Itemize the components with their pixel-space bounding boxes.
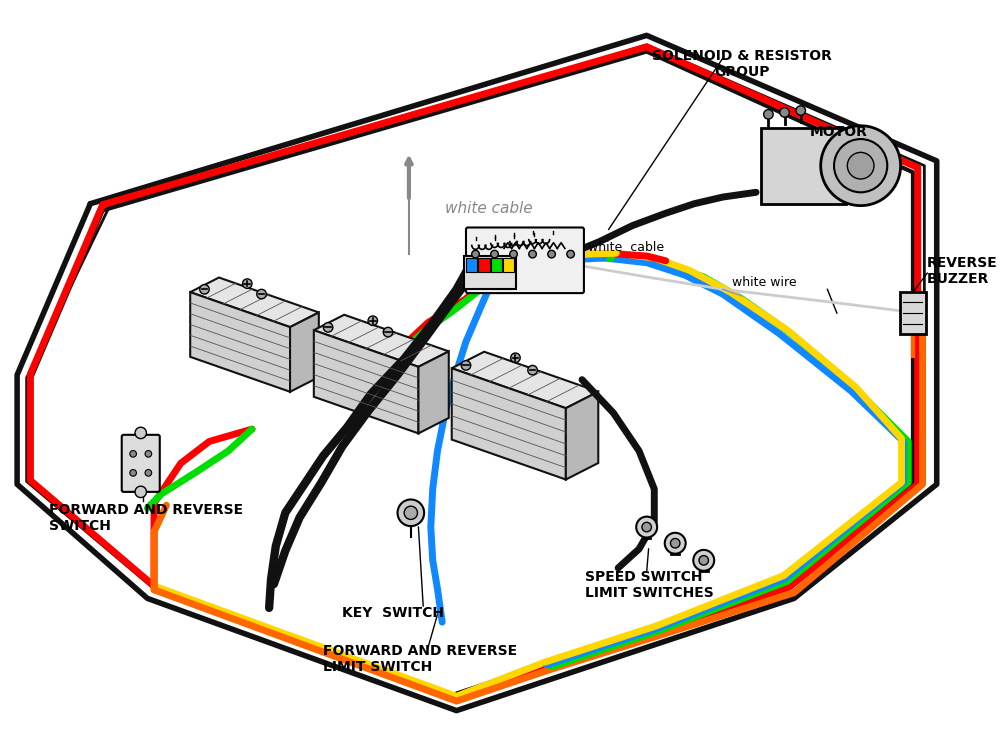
Circle shape <box>699 556 708 565</box>
Circle shape <box>383 327 393 337</box>
Text: white cable: white cable <box>445 201 533 216</box>
Bar <box>466 258 477 272</box>
Bar <box>503 258 514 272</box>
Bar <box>464 256 516 289</box>
Polygon shape <box>314 330 418 433</box>
Bar <box>491 258 502 272</box>
Text: REVERSE
BUZZER: REVERSE BUZZER <box>927 256 998 286</box>
Circle shape <box>398 500 424 526</box>
Circle shape <box>461 360 471 370</box>
Circle shape <box>636 516 657 538</box>
Circle shape <box>472 251 479 258</box>
Circle shape <box>670 539 680 548</box>
Circle shape <box>243 279 252 289</box>
Circle shape <box>821 126 901 206</box>
Circle shape <box>257 289 266 299</box>
Polygon shape <box>452 351 598 408</box>
Polygon shape <box>314 315 449 367</box>
Circle shape <box>528 366 537 375</box>
Circle shape <box>834 139 887 192</box>
Circle shape <box>145 469 152 476</box>
Circle shape <box>693 550 714 571</box>
Text: SOLENOID & RESISTOR
GROUP: SOLENOID & RESISTOR GROUP <box>652 48 832 79</box>
Text: white  cable: white cable <box>588 241 664 254</box>
Circle shape <box>511 353 520 363</box>
Circle shape <box>764 110 773 119</box>
Circle shape <box>404 506 417 519</box>
Circle shape <box>510 251 517 258</box>
Text: MOTOR: MOTOR <box>810 125 868 139</box>
Polygon shape <box>190 292 290 392</box>
Circle shape <box>567 251 574 258</box>
Circle shape <box>665 533 686 554</box>
Circle shape <box>323 322 333 332</box>
Bar <box>478 258 490 272</box>
Polygon shape <box>452 369 566 480</box>
Text: white wire: white wire <box>732 276 797 289</box>
Circle shape <box>368 316 378 325</box>
Circle shape <box>642 522 651 532</box>
Circle shape <box>529 251 536 258</box>
Polygon shape <box>190 278 319 327</box>
Polygon shape <box>566 392 598 480</box>
Circle shape <box>130 451 136 457</box>
Circle shape <box>491 251 498 258</box>
Circle shape <box>135 427 146 439</box>
Circle shape <box>145 451 152 457</box>
Polygon shape <box>290 313 319 392</box>
Circle shape <box>847 152 874 179</box>
Circle shape <box>796 106 805 116</box>
FancyBboxPatch shape <box>466 228 584 293</box>
Polygon shape <box>418 351 449 433</box>
Bar <box>900 292 926 334</box>
Bar <box>761 128 846 204</box>
Text: FORWARD AND REVERSE
SWITCH: FORWARD AND REVERSE SWITCH <box>49 504 244 533</box>
Text: FORWARD AND REVERSE
LIMIT SWITCH: FORWARD AND REVERSE LIMIT SWITCH <box>323 644 517 674</box>
Text: KEY  SWITCH: KEY SWITCH <box>342 606 444 620</box>
Circle shape <box>548 251 555 258</box>
Text: SPEED SWITCH
LIMIT SWITCHES: SPEED SWITCH LIMIT SWITCHES <box>585 570 714 600</box>
Circle shape <box>130 469 136 476</box>
Circle shape <box>780 107 789 117</box>
Circle shape <box>200 284 209 294</box>
FancyBboxPatch shape <box>122 435 160 492</box>
Circle shape <box>135 486 146 498</box>
